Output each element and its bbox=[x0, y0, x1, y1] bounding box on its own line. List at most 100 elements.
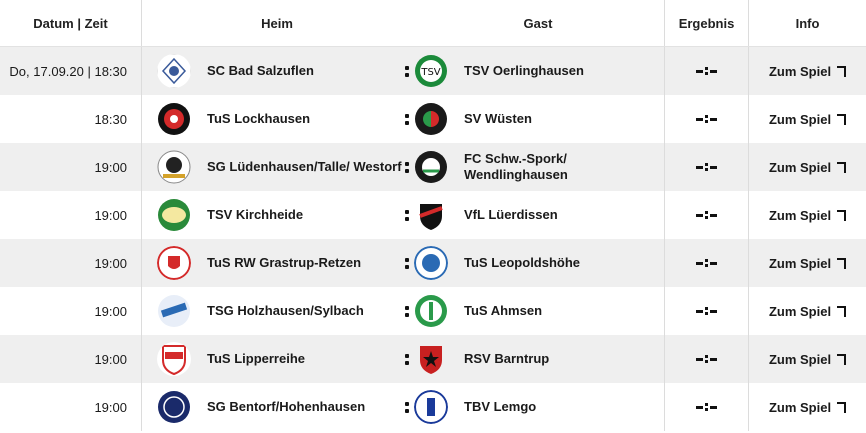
home-team: TuS RW Grastrup-Retzen bbox=[142, 239, 402, 287]
header-home: Heim bbox=[261, 15, 293, 31]
away-team: TSV TSV Oerlinghausen bbox=[412, 47, 665, 95]
away-team: RSV Barntrup bbox=[412, 335, 665, 383]
table-row: 19:00 SG Bentorf/Hohenhausen TBV Lemgo Z… bbox=[0, 383, 866, 431]
match-date: 19:00 bbox=[0, 335, 142, 383]
team-name[interactable]: TBV Lemgo bbox=[464, 399, 537, 414]
table-row: 19:00 SG Lüdenhausen/Talle/ Westorf FC S… bbox=[0, 143, 866, 191]
match-details-link[interactable]: Zum Spiel bbox=[768, 399, 847, 415]
vertical-dots-icon bbox=[402, 95, 412, 143]
match-date: 18:30 bbox=[0, 95, 142, 143]
club-crest-icon bbox=[414, 342, 448, 376]
match-details-label: Zum Spiel bbox=[768, 159, 832, 175]
home-team: SG Lüdenhausen/Talle/ Westorf bbox=[142, 143, 402, 191]
away-team: TBV Lemgo bbox=[412, 383, 665, 431]
match-details-label: Zum Spiel bbox=[768, 399, 832, 415]
external-link-icon bbox=[837, 161, 847, 173]
match-date: 19:00 bbox=[0, 143, 142, 191]
result-placeholder-icon bbox=[665, 143, 749, 191]
club-crest-icon bbox=[414, 390, 448, 424]
team-name[interactable]: VfL Lüerdissen bbox=[464, 207, 558, 222]
match-details-label: Zum Spiel bbox=[768, 255, 832, 271]
match-details-label: Zum Spiel bbox=[768, 63, 832, 79]
team-name[interactable]: TuS Leopoldshöhe bbox=[464, 255, 581, 270]
match-date: 19:00 bbox=[0, 191, 142, 239]
result-placeholder-icon bbox=[665, 239, 749, 287]
home-team: TSG Holzhausen/Sylbach bbox=[142, 287, 402, 335]
club-crest-icon bbox=[414, 198, 448, 232]
table-header: Datum | Zeit Heim Gast Ergebnis Info bbox=[0, 0, 866, 47]
match-details-link[interactable]: Zum Spiel bbox=[768, 159, 847, 175]
club-crest-icon bbox=[414, 246, 448, 280]
external-link-icon bbox=[837, 257, 847, 269]
home-team: TSV Kirchheide bbox=[142, 191, 402, 239]
svg-text:TSV: TSV bbox=[420, 67, 440, 78]
result-placeholder-icon bbox=[665, 191, 749, 239]
table-row: Do, 17.09.20 | 18:30 SC Bad Salzuflen TS… bbox=[0, 47, 866, 95]
team-name[interactable]: SG Bentorf/Hohenhausen bbox=[207, 399, 366, 414]
header-result: Ergebnis bbox=[665, 0, 749, 46]
vertical-dots-icon bbox=[402, 287, 412, 335]
club-crest-icon bbox=[414, 150, 448, 184]
match-details-link[interactable]: Zum Spiel bbox=[768, 63, 847, 79]
team-name[interactable]: TuS Ahmsen bbox=[464, 303, 543, 318]
away-team: TuS Ahmsen bbox=[412, 287, 665, 335]
match-date: 19:00 bbox=[0, 383, 142, 431]
team-name[interactable]: FC Schw.-Spork/ Wendlinghausen bbox=[464, 151, 568, 182]
away-team: VfL Lüerdissen bbox=[412, 191, 665, 239]
team-name[interactable]: TuS Lipperreihe bbox=[207, 351, 305, 366]
team-name[interactable]: TuS RW Grastrup-Retzen bbox=[207, 255, 362, 270]
team-name[interactable]: TuS Lockhausen bbox=[207, 111, 311, 126]
team-name[interactable]: RSV Barntrup bbox=[464, 351, 550, 366]
home-team: TuS Lipperreihe bbox=[142, 335, 402, 383]
table-row: 19:00 TuS Lipperreihe RSV Barntrup Zum S… bbox=[0, 335, 866, 383]
match-details-link[interactable]: Zum Spiel bbox=[768, 303, 847, 319]
vertical-dots-icon bbox=[402, 143, 412, 191]
match-details-link[interactable]: Zum Spiel bbox=[768, 255, 847, 271]
home-team: SC Bad Salzuflen bbox=[142, 47, 402, 95]
away-team: SV Wüsten bbox=[412, 95, 665, 143]
club-crest-icon bbox=[157, 102, 191, 136]
team-name[interactable]: TSV Kirchheide bbox=[207, 207, 304, 222]
header-info: Info bbox=[795, 15, 820, 31]
vertical-dots-icon bbox=[402, 239, 412, 287]
external-link-icon bbox=[837, 401, 847, 413]
club-crest-icon bbox=[157, 294, 191, 328]
match-details-label: Zum Spiel bbox=[768, 207, 832, 223]
table-row: 19:00 TSV Kirchheide VfL Lüerdissen Zum … bbox=[0, 191, 866, 239]
header-date: Datum | Zeit bbox=[0, 0, 142, 46]
club-crest-icon bbox=[414, 294, 448, 328]
external-link-icon bbox=[837, 353, 847, 365]
team-name[interactable]: TSV Oerlinghausen bbox=[464, 63, 584, 78]
result-placeholder-icon bbox=[665, 335, 749, 383]
result-placeholder-icon bbox=[665, 95, 749, 143]
table-row: 18:30 TuS Lockhausen SV Wüsten Zum Spiel bbox=[0, 95, 866, 143]
team-name[interactable]: SC Bad Salzuflen bbox=[207, 63, 314, 78]
vertical-dots-icon bbox=[402, 47, 412, 95]
club-crest-icon bbox=[157, 198, 191, 232]
home-team: TuS Lockhausen bbox=[142, 95, 402, 143]
away-team: FC Schw.-Spork/ Wendlinghausen bbox=[412, 143, 665, 191]
match-details-link[interactable]: Zum Spiel bbox=[768, 351, 847, 367]
team-name[interactable]: TSG Holzhausen/Sylbach bbox=[207, 303, 364, 318]
club-crest-icon: TSV bbox=[414, 54, 448, 88]
vertical-dots-icon bbox=[402, 335, 412, 383]
team-name[interactable]: SG Lüdenhausen/Talle/ Westorf bbox=[207, 159, 402, 174]
match-details-label: Zum Spiel bbox=[768, 303, 832, 319]
table-row: 19:00 TuS RW Grastrup-Retzen TuS Leopold… bbox=[0, 239, 866, 287]
match-details-link[interactable]: Zum Spiel bbox=[768, 111, 847, 127]
home-team: SG Bentorf/Hohenhausen bbox=[142, 383, 402, 431]
result-placeholder-icon bbox=[665, 383, 749, 431]
table-row: 19:00 TSG Holzhausen/Sylbach TuS Ahmsen … bbox=[0, 287, 866, 335]
club-crest-icon bbox=[157, 54, 191, 88]
match-details-link[interactable]: Zum Spiel bbox=[768, 207, 847, 223]
club-crest-icon bbox=[157, 246, 191, 280]
result-placeholder-icon bbox=[665, 47, 749, 95]
match-details-label: Zum Spiel bbox=[768, 351, 832, 367]
vertical-dots-icon bbox=[402, 383, 412, 431]
team-name[interactable]: SV Wüsten bbox=[464, 111, 532, 126]
vertical-dots-icon bbox=[402, 191, 412, 239]
match-date: 19:00 bbox=[0, 287, 142, 335]
club-crest-icon bbox=[414, 102, 448, 136]
match-details-label: Zum Spiel bbox=[768, 111, 832, 127]
